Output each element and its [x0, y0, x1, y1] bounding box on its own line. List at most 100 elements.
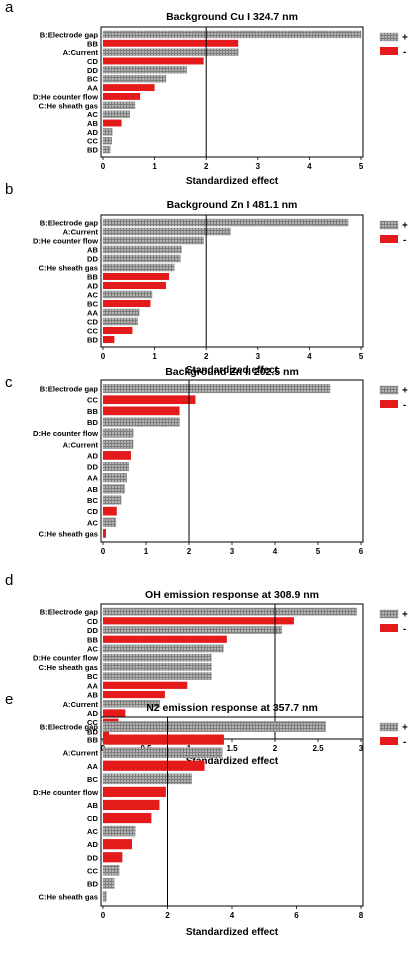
x-tick-label: 4: [307, 352, 312, 361]
x-tick-label: 1: [152, 352, 157, 361]
legend-label-positive: +: [402, 221, 408, 232]
bar: [103, 690, 165, 699]
legend-swatch-positive: [379, 385, 399, 395]
category-label: A:Current: [63, 48, 99, 57]
bar: [102, 699, 160, 708]
plot-frame: [100, 26, 364, 158]
x-tick-label: 5: [359, 352, 364, 361]
bar: [103, 451, 131, 460]
category-label: B:Electrode gap: [40, 608, 99, 617]
x-tick-label: 2: [204, 352, 209, 361]
category-label: CC: [87, 327, 98, 336]
category-label: B:Electrode gap: [40, 219, 99, 228]
bar: [102, 48, 239, 56]
x-tick-label: 5: [316, 547, 321, 556]
category-label: DD: [87, 853, 98, 862]
category-label: AC: [87, 110, 98, 119]
category-label: CD: [87, 814, 98, 823]
legend-label-positive: +: [402, 610, 408, 621]
chart-title: OH emission response at 308.9 nm: [145, 589, 319, 601]
category-label: DD: [87, 66, 98, 75]
legend-label-negative: -: [403, 235, 406, 246]
category-label: DD: [87, 255, 98, 264]
bar: [102, 145, 111, 154]
category-label: AA: [87, 681, 98, 690]
category-label: CC: [87, 137, 98, 146]
bar: [103, 786, 166, 797]
x-tick-label: 5: [359, 162, 364, 171]
bar: [102, 308, 140, 317]
panel-b: b Background Zn I 481.1 nm B:Electrode gap…: [5, 181, 408, 376]
category-label: A:Current: [63, 440, 99, 449]
plot-frame: [100, 379, 364, 543]
bar: [103, 92, 141, 100]
category-label: C:He sheath gas: [38, 529, 98, 538]
category-label: D:He counter flow: [33, 92, 98, 101]
category-label: BB: [87, 39, 98, 48]
x-tick-label: 1: [152, 162, 157, 171]
bar: [103, 299, 151, 308]
category-label: BC: [87, 300, 98, 309]
legend-label-negative: -: [403, 400, 406, 411]
bar: [103, 799, 160, 811]
category-label: C:He sheath gas: [38, 264, 98, 273]
category-label: AA: [87, 309, 98, 318]
category-label: D:He counter flow: [33, 429, 98, 438]
category-label: AC: [87, 518, 98, 527]
panel-label: b: [5, 181, 13, 198]
category-label: CC: [87, 866, 98, 875]
bar: [102, 663, 212, 671]
panel-label: e: [5, 691, 13, 708]
category-label: AB: [87, 119, 98, 128]
category-label: AD: [87, 709, 98, 718]
bar: [102, 473, 127, 483]
bar: [102, 417, 180, 427]
category-label: AC: [87, 827, 98, 836]
bar: [103, 709, 126, 717]
bar: [102, 517, 117, 527]
x-tick-label: 0: [101, 352, 106, 361]
bar: [102, 439, 134, 449]
chart-title: N2 emission response at 357.7 nm: [146, 702, 318, 714]
bar: [103, 617, 294, 625]
bar: [103, 406, 180, 416]
category-label: BB: [87, 736, 98, 745]
panel-a: a Background Cu I 324.7 nm B:Electrode gap…: [5, 0, 408, 187]
bar: [102, 263, 175, 272]
category-label: B:Electrode gap: [40, 723, 99, 732]
x-tick-label: 4: [230, 911, 235, 920]
legend-swatch-positive: [379, 32, 399, 42]
x-axis-label: Standardized effect: [186, 756, 279, 767]
bar: [103, 272, 170, 281]
bar: [102, 644, 224, 653]
bar: [102, 227, 231, 236]
bar: [103, 506, 117, 516]
bar: [103, 326, 133, 335]
x-tick-label: 4: [307, 162, 312, 171]
bar: [103, 395, 196, 405]
bar: [103, 84, 155, 92]
bar: [103, 281, 166, 290]
legend-label-negative: -: [403, 47, 406, 58]
bar: [102, 865, 120, 876]
bar: [102, 462, 129, 472]
category-label: BD: [87, 146, 98, 155]
legend: +-: [379, 32, 408, 58]
category-label: AC: [87, 291, 98, 300]
category-label: AA: [87, 474, 98, 483]
legend-label-positive: +: [402, 33, 408, 44]
x-tick-label: 1: [144, 547, 149, 556]
bar: [102, 626, 283, 634]
category-label: C:He sheath gas: [38, 892, 98, 901]
plot-frame: [100, 214, 364, 348]
bar: [102, 428, 134, 438]
x-tick-label: 2: [187, 547, 192, 556]
bar: [102, 495, 122, 505]
x-tick-label: 3: [256, 162, 261, 171]
category-label: AC: [87, 644, 98, 653]
legend-swatch-negative: [380, 737, 398, 745]
bar: [102, 290, 153, 299]
panel-label: d: [5, 572, 13, 589]
bar: [103, 852, 123, 863]
bar: [103, 529, 107, 538]
